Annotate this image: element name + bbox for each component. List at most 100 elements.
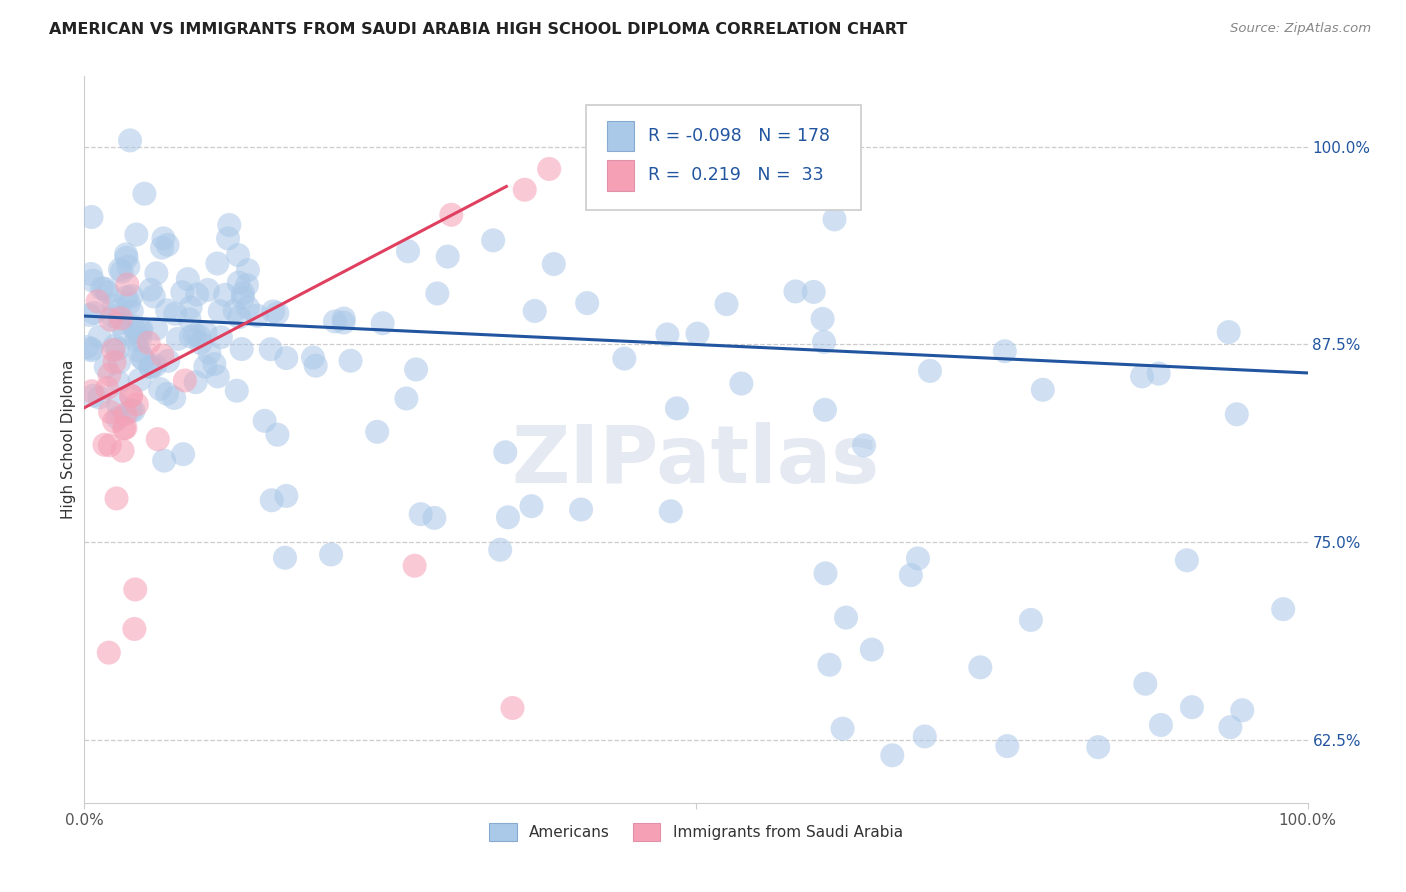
- Point: [496, 510, 519, 524]
- Point: [124, 582, 146, 597]
- Point: [665, 401, 688, 416]
- Point: [173, 374, 195, 388]
- Point: [907, 551, 929, 566]
- Point: [120, 389, 142, 403]
- Point: [112, 421, 135, 435]
- Point: [139, 359, 162, 374]
- Text: Source: ZipAtlas.com: Source: ZipAtlas.com: [1230, 22, 1371, 36]
- Point: [323, 314, 346, 328]
- Point: [128, 332, 150, 346]
- Point: [125, 397, 148, 411]
- Point: [1150, 718, 1173, 732]
- Point: [332, 316, 354, 330]
- Point: [811, 312, 834, 326]
- Point: [186, 287, 208, 301]
- Point: [107, 376, 129, 390]
- Point: [396, 244, 419, 259]
- Point: [157, 354, 180, 368]
- Point: [260, 493, 283, 508]
- Point: [117, 277, 139, 292]
- Point: [124, 622, 146, 636]
- Point: [112, 326, 135, 340]
- Point: [1032, 383, 1054, 397]
- Point: [426, 286, 449, 301]
- Point: [339, 353, 361, 368]
- Point: [520, 499, 543, 513]
- Point: [184, 375, 207, 389]
- Point: [197, 283, 219, 297]
- Point: [226, 248, 249, 262]
- Point: [1130, 369, 1153, 384]
- Point: [1019, 613, 1042, 627]
- Point: [172, 285, 194, 300]
- Point: [333, 311, 356, 326]
- Point: [686, 326, 709, 341]
- Point: [139, 283, 162, 297]
- Point: [882, 748, 904, 763]
- Point: [118, 133, 141, 147]
- Point: [101, 309, 124, 323]
- Point: [153, 453, 176, 467]
- Point: [145, 322, 167, 336]
- Point: [1181, 700, 1204, 714]
- Point: [115, 251, 138, 265]
- Point: [409, 507, 432, 521]
- Point: [194, 359, 217, 374]
- Point: [121, 304, 143, 318]
- Point: [128, 343, 150, 358]
- Point: [89, 391, 111, 405]
- Legend: Americans, Immigrants from Saudi Arabia: Americans, Immigrants from Saudi Arabia: [484, 817, 908, 847]
- Point: [142, 289, 165, 303]
- Point: [96, 285, 118, 300]
- Point: [246, 309, 269, 323]
- Point: [94, 359, 117, 374]
- Point: [276, 489, 298, 503]
- Point: [93, 438, 115, 452]
- Point: [225, 384, 247, 398]
- Point: [165, 307, 187, 321]
- Point: [202, 357, 225, 371]
- Point: [149, 382, 172, 396]
- Point: [523, 304, 546, 318]
- Point: [209, 330, 232, 344]
- Point: [110, 311, 132, 326]
- Point: [214, 288, 236, 302]
- FancyBboxPatch shape: [586, 105, 860, 211]
- Point: [831, 722, 853, 736]
- Point: [100, 312, 122, 326]
- Point: [260, 342, 283, 356]
- Point: [1147, 367, 1170, 381]
- Point: [115, 290, 138, 304]
- Point: [440, 208, 463, 222]
- Point: [183, 328, 205, 343]
- Point: [543, 257, 565, 271]
- Point: [228, 276, 250, 290]
- Point: [76, 340, 98, 354]
- Point: [103, 298, 125, 312]
- Point: [156, 303, 179, 318]
- Point: [118, 296, 141, 310]
- Point: [89, 329, 111, 343]
- Point: [914, 730, 936, 744]
- Point: [198, 346, 221, 360]
- Point: [97, 646, 120, 660]
- Point: [1272, 602, 1295, 616]
- Point: [785, 285, 807, 299]
- Point: [236, 301, 259, 315]
- Point: [120, 388, 142, 402]
- Point: [423, 511, 446, 525]
- Point: [853, 438, 876, 452]
- Point: [253, 414, 276, 428]
- Point: [1135, 677, 1157, 691]
- Point: [145, 266, 167, 280]
- Point: [131, 322, 153, 336]
- Point: [818, 657, 841, 672]
- Point: [120, 403, 142, 417]
- Point: [1087, 740, 1109, 755]
- Point: [730, 376, 752, 391]
- Point: [180, 329, 202, 343]
- Point: [405, 362, 427, 376]
- Point: [231, 342, 253, 356]
- Point: [208, 304, 231, 318]
- Point: [1218, 325, 1240, 339]
